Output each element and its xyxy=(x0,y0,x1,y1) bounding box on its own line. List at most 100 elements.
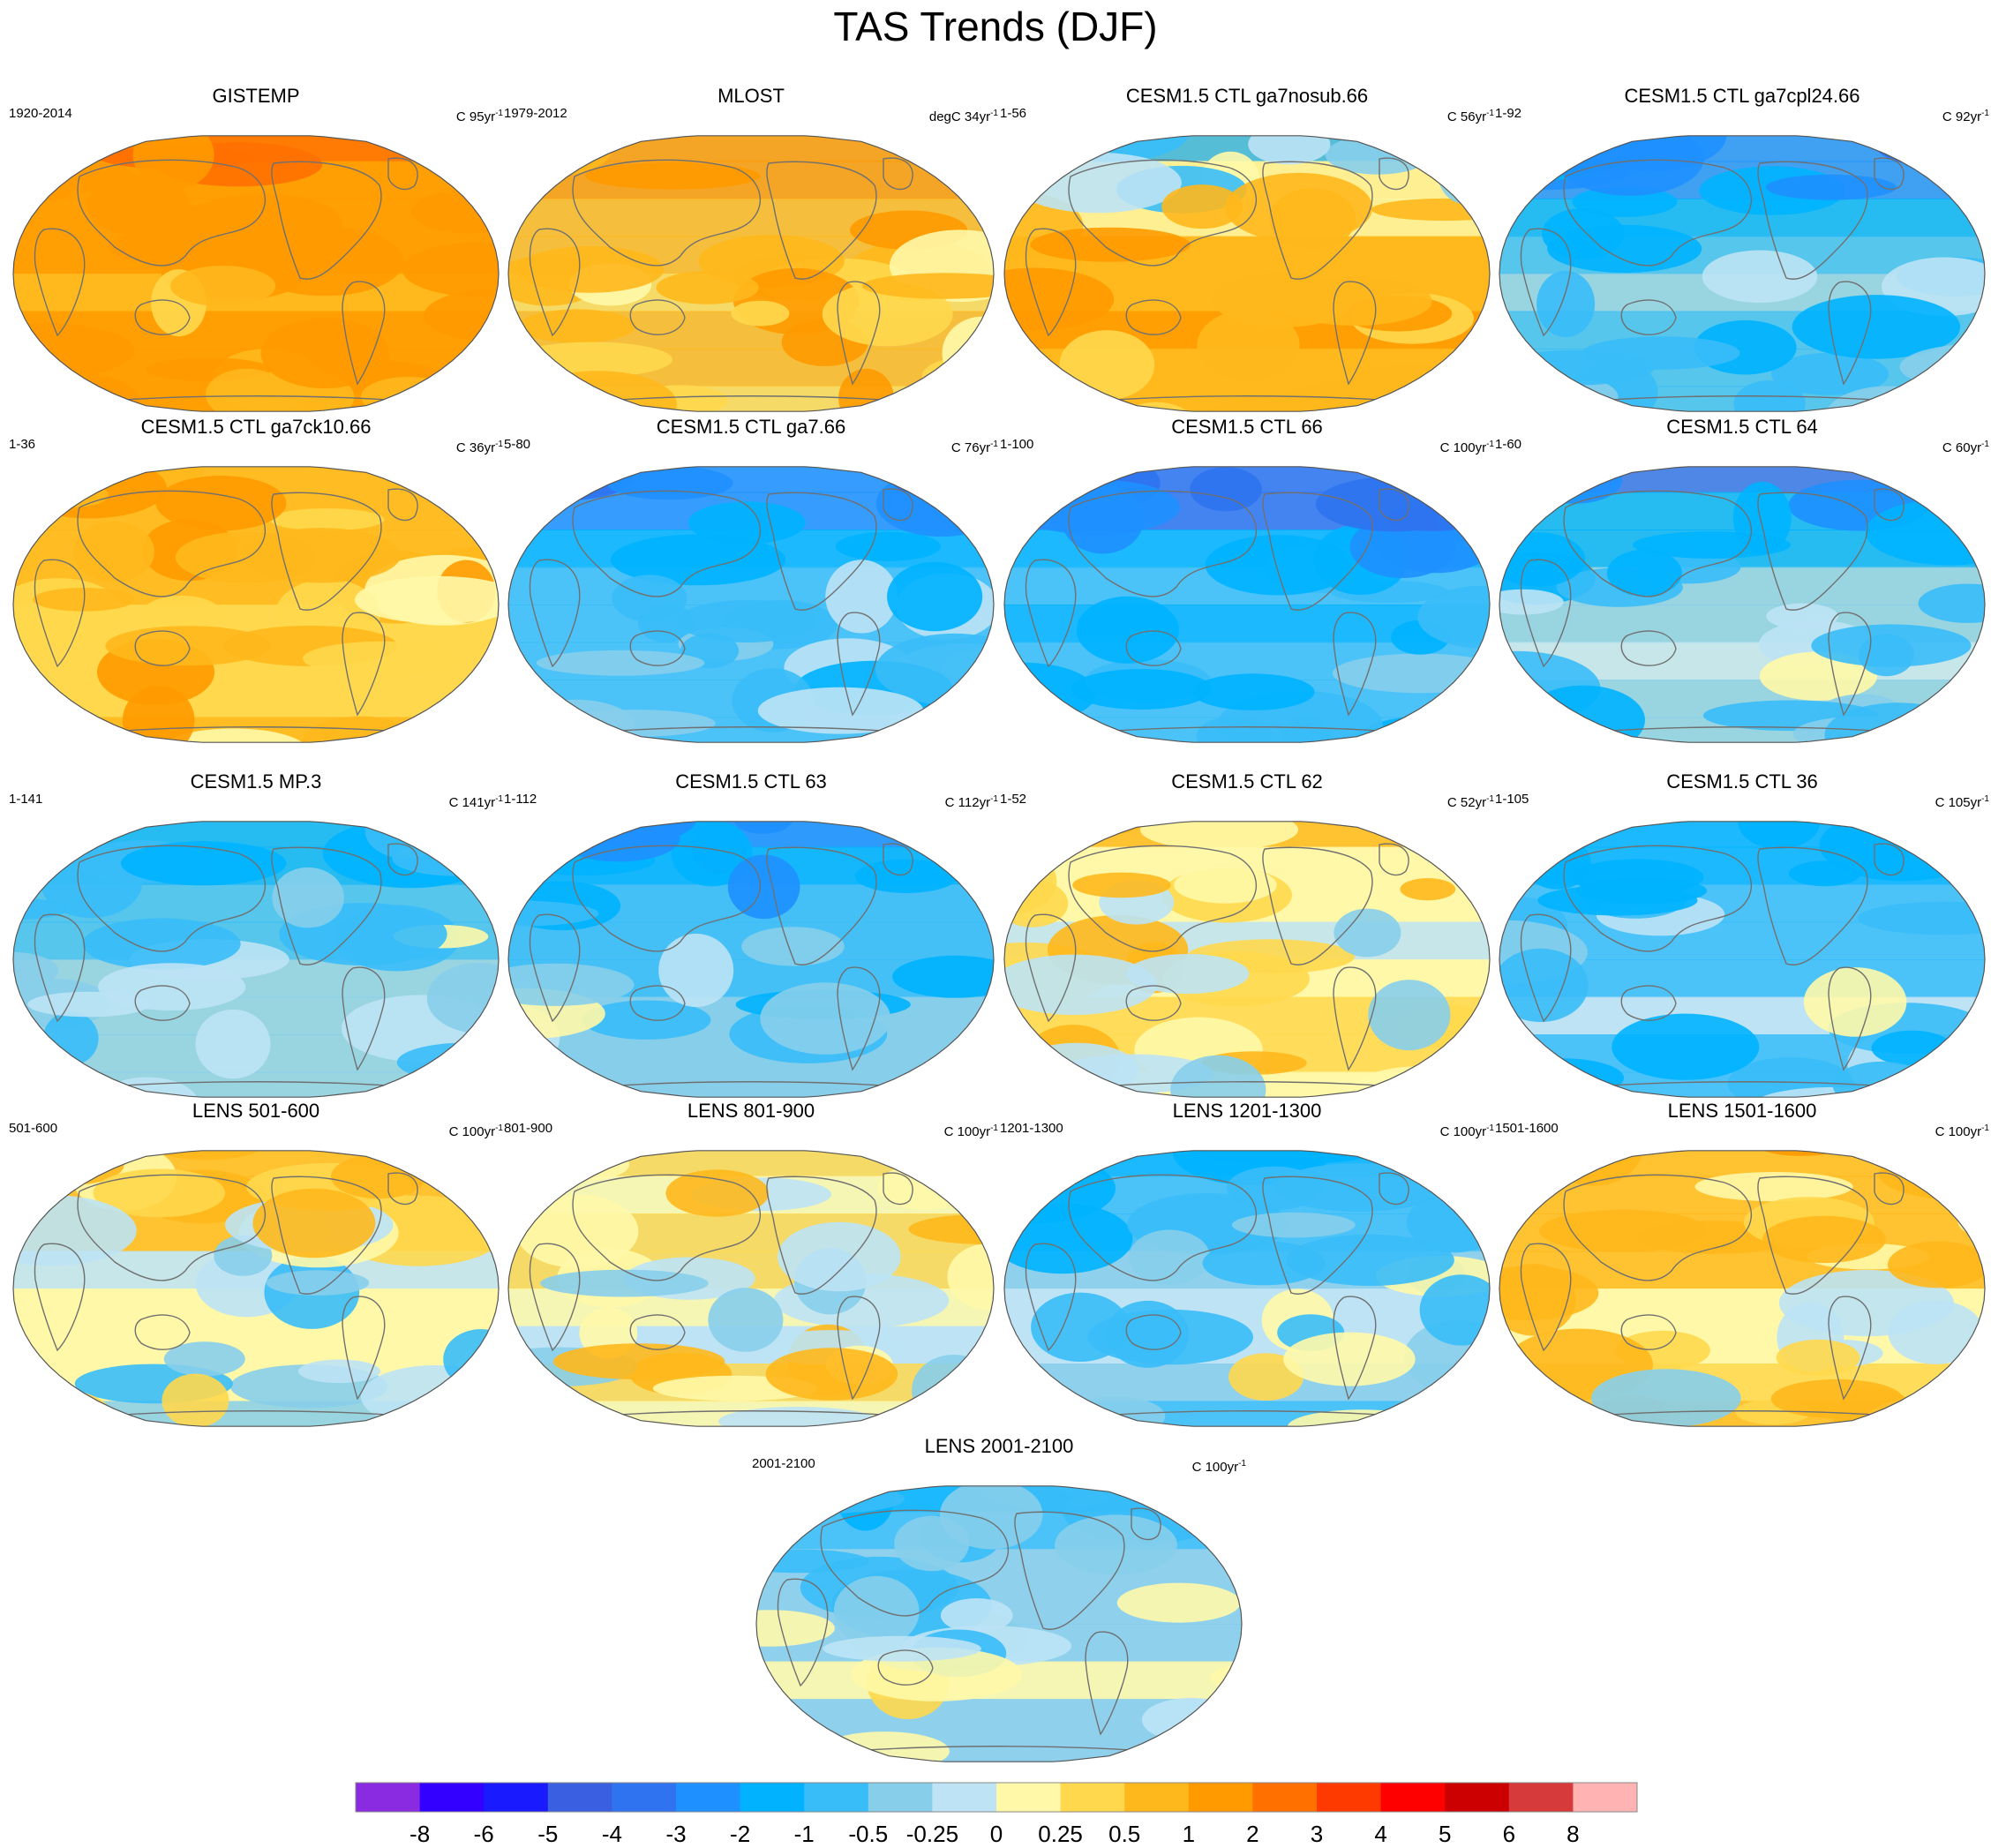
colorbar-tick-label: 8 xyxy=(1567,1821,1579,1847)
colorbar-box xyxy=(612,1783,677,1812)
panel-period: 1-105 xyxy=(1495,792,1529,807)
trend-blob xyxy=(1417,585,1490,649)
trend-blob xyxy=(1349,516,1455,578)
map-border xyxy=(12,135,500,412)
trend-blob xyxy=(1527,1073,1603,1098)
continent-outline xyxy=(837,1296,881,1401)
continent-outline xyxy=(529,559,581,668)
continent-outline xyxy=(134,630,191,666)
panel-period: 801-900 xyxy=(504,1121,553,1136)
trend-blob xyxy=(1762,1215,1886,1264)
map-panel: CESM1.5 CTL 36 1-105 C 105yr-1 xyxy=(1495,770,1989,1098)
trend-blob xyxy=(1527,466,1623,504)
trend-blob xyxy=(27,991,151,1018)
continent-outline xyxy=(629,985,686,1021)
world-map xyxy=(1499,821,1986,1098)
trend-blob xyxy=(1161,184,1243,229)
trend-blob xyxy=(1205,535,1353,596)
colorbar-tick-label: 1 xyxy=(1183,1821,1195,1847)
continent-outline xyxy=(77,1174,266,1281)
map-border xyxy=(1003,821,1491,1098)
continent-outline xyxy=(529,913,581,1023)
trend-blob xyxy=(1612,1013,1760,1080)
continent-outline xyxy=(572,1174,761,1281)
trend-blob xyxy=(861,273,994,299)
trend-blob xyxy=(508,1048,558,1096)
continent-outline xyxy=(1874,1172,1905,1206)
trend-blob xyxy=(1811,624,1972,667)
continent-outline xyxy=(1125,1314,1182,1350)
trend-blob xyxy=(1591,1369,1741,1427)
panel-period: 1-100 xyxy=(1000,437,1034,452)
world-map xyxy=(507,466,995,743)
trend-blob xyxy=(13,466,167,519)
trend-blob xyxy=(819,1732,950,1762)
latitude-band xyxy=(1004,135,1490,162)
colorbar-box xyxy=(676,1783,741,1812)
trend-blob xyxy=(73,522,155,582)
trend-blob xyxy=(1888,730,1985,743)
continent-outline xyxy=(1563,1174,1752,1281)
colorbar-tick-label: -3 xyxy=(665,1821,686,1847)
continent-outline xyxy=(1563,845,1752,952)
colorbar-box xyxy=(740,1783,805,1812)
latitude-band xyxy=(508,466,994,493)
map-border xyxy=(1499,466,1986,743)
panel-units: C 141yr-1 xyxy=(448,794,503,810)
trend-blob xyxy=(1536,270,1596,338)
continent-outline xyxy=(766,846,877,965)
panel-title: CESM1.5 CTL ga7ck10.66 xyxy=(140,416,372,438)
panel-period: 1-36 xyxy=(9,437,36,452)
colorbar-box xyxy=(1508,1783,1574,1812)
map-border xyxy=(12,466,500,743)
trend-blob xyxy=(912,1355,994,1427)
trend-blob xyxy=(163,1341,245,1377)
continent-outline xyxy=(1333,1296,1377,1401)
trend-blob xyxy=(1918,583,1985,623)
latitude-band xyxy=(1004,1401,1490,1427)
latitude-band xyxy=(13,1150,499,1177)
panel-units: C 112yr-1 xyxy=(944,794,998,810)
trend-blob xyxy=(1400,878,1456,901)
map-border xyxy=(1499,821,1986,1098)
trend-blob xyxy=(1522,685,1645,743)
continent-outline xyxy=(1125,985,1182,1021)
trend-blob xyxy=(13,951,59,989)
continent-outline xyxy=(77,159,266,267)
panel-period: 2001-2100 xyxy=(752,1456,815,1471)
trend-blob xyxy=(260,318,390,389)
trend-blob xyxy=(1030,227,1191,262)
continent-outline xyxy=(1262,1176,1373,1295)
colorbar-tick-label: 4 xyxy=(1374,1821,1386,1847)
colorbar-tick-label: -1 xyxy=(794,1821,815,1847)
map-border xyxy=(507,1150,995,1427)
trend-blob xyxy=(1606,549,1682,597)
continent-outline xyxy=(1620,630,1677,666)
trend-blob xyxy=(658,933,734,1008)
panel-period: 1-112 xyxy=(504,792,537,807)
trend-blob xyxy=(887,561,983,632)
trend-blob xyxy=(13,1386,66,1427)
colorbar-tick-label: -6 xyxy=(474,1821,494,1847)
trend-blob xyxy=(141,205,272,266)
colorbar-box xyxy=(1317,1783,1382,1812)
trend-blob xyxy=(1170,1055,1266,1098)
panel-period: 5-80 xyxy=(504,437,531,452)
continent-outline xyxy=(1379,157,1409,191)
continent-outline xyxy=(1379,843,1409,876)
panel-title: GISTEMP xyxy=(212,85,300,107)
map-panel: CESM1.5 MP.3 1-141 C 141yr-1 xyxy=(9,770,503,1098)
latitude-band xyxy=(508,135,994,162)
continent-outline xyxy=(1125,299,1182,335)
world-map xyxy=(12,466,500,743)
trend-blob xyxy=(516,245,665,293)
continent-outline xyxy=(1757,492,1868,611)
trend-blob xyxy=(947,1243,994,1311)
continent-outline xyxy=(1025,228,1077,337)
continent-outline xyxy=(77,490,266,597)
trend-blob xyxy=(756,1610,836,1647)
trend-blob xyxy=(1759,651,1877,701)
trend-blob xyxy=(1197,309,1300,380)
continent-outline xyxy=(387,843,418,876)
map-panel: GISTEMP 1920-2014 C 95yr-1 xyxy=(9,84,503,412)
